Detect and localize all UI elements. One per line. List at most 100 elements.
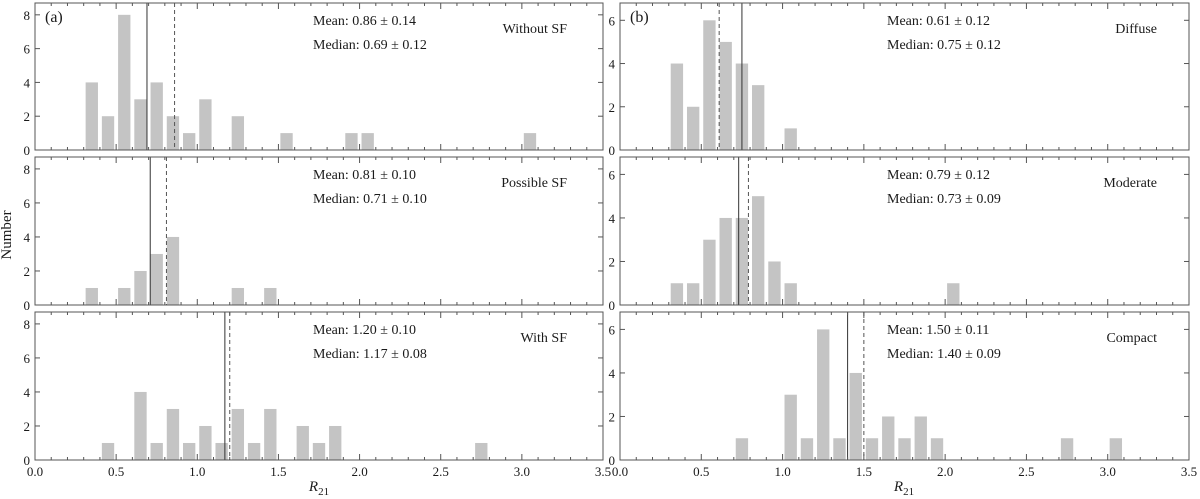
histogram-bar bbox=[280, 133, 293, 150]
median-text: Median: 0.71 ± 0.10 bbox=[313, 192, 427, 207]
histogram-bar bbox=[865, 438, 879, 460]
plot-frame bbox=[619, 156, 1190, 306]
histogram-bar bbox=[264, 408, 277, 460]
y-tick-label: 8 bbox=[24, 8, 31, 23]
y-tick-label: 6 bbox=[24, 42, 31, 57]
histogram-bar bbox=[703, 20, 716, 151]
x-tick-label: 0.5 bbox=[693, 464, 709, 479]
histogram-bar bbox=[882, 416, 895, 460]
median-text: Median: 0.69 ± 0.12 bbox=[313, 38, 427, 53]
panel-2: 0 2 4 6 8 Mean: 0.81 ± 0.10 Median: 0.71 ± 0.1… bbox=[24, 156, 604, 313]
y-tick-label: 6 bbox=[609, 322, 616, 337]
histogram-bar bbox=[719, 217, 732, 305]
y-tick-label: 0 bbox=[24, 453, 31, 468]
median-text: Median: 0.75 ± 0.12 bbox=[887, 38, 1001, 53]
x-tick-label: 2.5 bbox=[433, 464, 449, 479]
histogram-bar bbox=[150, 253, 163, 305]
histogram-bar bbox=[475, 442, 488, 460]
histogram-bar bbox=[784, 128, 797, 150]
histogram-bar bbox=[735, 438, 749, 460]
histogram-bar bbox=[719, 41, 732, 150]
panel-title: Compact bbox=[1106, 331, 1157, 346]
histogram-bar bbox=[817, 329, 830, 460]
y-tick-label: 0 bbox=[609, 453, 616, 468]
x-axis-label-left-sub: 21 bbox=[318, 486, 329, 498]
histogram-bar bbox=[199, 425, 212, 460]
x-tick-label: 3.0 bbox=[514, 464, 530, 479]
histogram-bar bbox=[686, 106, 700, 150]
y-tick-label: 4 bbox=[24, 75, 31, 90]
histogram-bar bbox=[1060, 438, 1074, 460]
y-tick-label: 2 bbox=[609, 409, 616, 424]
histogram-bar bbox=[670, 283, 684, 305]
histogram-bar bbox=[752, 85, 765, 150]
histogram-bar bbox=[231, 287, 245, 305]
histogram-bar bbox=[1109, 438, 1123, 460]
x-tick-label: 0.0 bbox=[27, 464, 43, 479]
y-tick-label: 2 bbox=[609, 100, 616, 115]
y-tick-label: 4 bbox=[24, 230, 31, 245]
x-tick-label: 2.0 bbox=[351, 464, 367, 479]
panel-3: 0 2 4 6 8 0.0 0.5 1.0 1.5 2.0 2.5 3.0 3.5 Mean: 1.20 … bbox=[24, 311, 611, 479]
mean-text: Mean: 1.20 ± 0.10 bbox=[313, 323, 416, 338]
mean-text: Mean: 0.81 ± 0.10 bbox=[313, 168, 416, 183]
x-tick-label: 0.0 bbox=[612, 464, 628, 479]
histogram-bar bbox=[930, 438, 944, 460]
panels: 0 2 4 6 8 (a) Mean: 0.86 ± 0.14 Median: 0.69 ± … bbox=[24, 2, 1197, 479]
histogram-bar bbox=[800, 438, 814, 460]
y-axis-label: Number bbox=[0, 210, 15, 259]
panel-label: (b) bbox=[630, 9, 649, 26]
x-tick-label: 2.5 bbox=[1018, 464, 1034, 479]
panel-1: 0 2 4 6 8 (a) Mean: 0.86 ± 0.14 Median: 0.69 ± … bbox=[24, 2, 604, 158]
histogram-bar bbox=[166, 408, 180, 460]
x-tick-label: 2.0 bbox=[937, 464, 953, 479]
plot-frame bbox=[34, 311, 604, 461]
histogram-bar bbox=[247, 442, 261, 460]
histogram-bar bbox=[686, 283, 700, 305]
histogram-bar bbox=[85, 287, 98, 305]
x-axis-label-right-main: R bbox=[893, 479, 903, 495]
y-tick-label: 6 bbox=[609, 167, 616, 182]
y-tick-label: 0 bbox=[609, 298, 616, 313]
median-text: Median: 1.40 ± 0.09 bbox=[887, 347, 1001, 362]
histogram-bar bbox=[183, 442, 196, 460]
y-tick-label: 6 bbox=[24, 351, 31, 366]
histogram-bar bbox=[312, 442, 326, 460]
y-tick-label: 0 bbox=[24, 298, 31, 313]
plot-frame bbox=[619, 311, 1190, 461]
panel-6: 0 2 4 6 0.0 0.5 1.0 1.5 2.0 2.5 3.0 3.5 Mean: 1.50 ±… bbox=[609, 311, 1197, 479]
histogram-bar bbox=[231, 116, 245, 150]
x-axis-label-left: R21 bbox=[308, 479, 329, 498]
plot-frame bbox=[619, 2, 1190, 151]
y-tick-label: 2 bbox=[609, 254, 616, 269]
histogram-bar bbox=[215, 442, 228, 460]
x-tick-label: 1.0 bbox=[774, 464, 790, 479]
x-tick-label: 1.5 bbox=[270, 464, 286, 479]
x-tick-label: 1.5 bbox=[856, 464, 872, 479]
mean-text: Mean: 0.86 ± 0.14 bbox=[313, 14, 416, 29]
x-tick-label: 1.0 bbox=[189, 464, 205, 479]
mean-text: Mean: 0.79 ± 0.12 bbox=[887, 168, 990, 183]
histogram-bar bbox=[118, 287, 131, 305]
histogram-bar bbox=[703, 239, 716, 305]
x-axis-label-right-sub: 21 bbox=[903, 486, 914, 498]
histogram-bar bbox=[345, 133, 358, 150]
histogram-bar bbox=[752, 196, 765, 305]
histogram-bar bbox=[166, 236, 180, 305]
panel-4: 0 2 4 6 (b) Mean: 0.61 ± 0.12 Median: 0.75 ± 0… bbox=[609, 2, 1190, 158]
y-tick-label: 4 bbox=[609, 211, 616, 226]
y-tick-label: 0 bbox=[24, 143, 31, 158]
y-tick-label: 4 bbox=[609, 366, 616, 381]
plot-frame bbox=[34, 156, 604, 306]
y-tick-label: 6 bbox=[609, 13, 616, 28]
y-tick-label: 2 bbox=[24, 419, 31, 434]
mean-text: Mean: 0.61 ± 0.12 bbox=[887, 14, 990, 29]
y-tick-label: 4 bbox=[24, 385, 31, 400]
histogram-bar bbox=[231, 408, 245, 460]
histogram-bar bbox=[150, 442, 163, 460]
y-tick-label: 8 bbox=[24, 162, 31, 177]
x-tick-label: 3.5 bbox=[595, 464, 611, 479]
histogram-bar bbox=[329, 425, 342, 460]
histogram-bar bbox=[183, 133, 196, 150]
